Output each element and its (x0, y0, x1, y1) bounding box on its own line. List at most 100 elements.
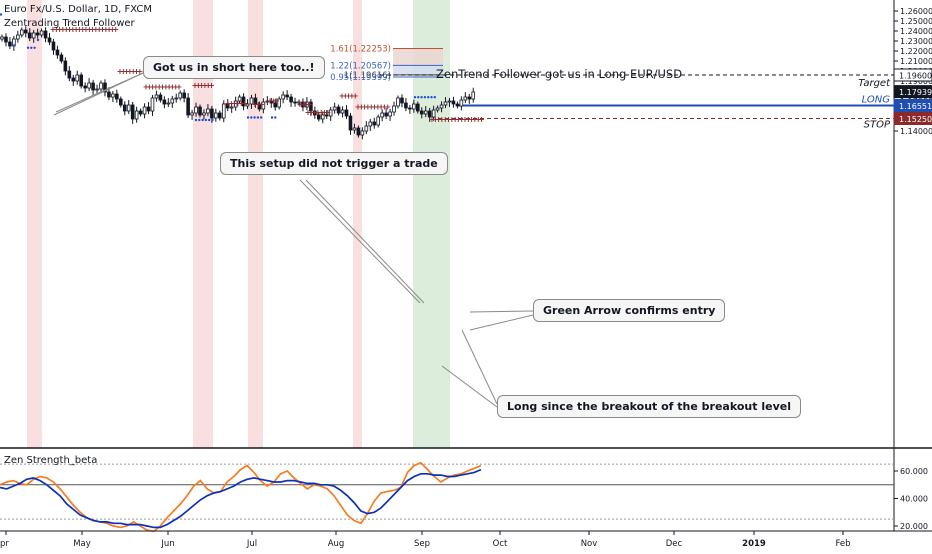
short-marker: + (235, 99, 242, 108)
candle-body (372, 121, 377, 126)
candle-body (182, 92, 186, 99)
short-marker: + (176, 83, 183, 92)
callout-pointer (53, 72, 144, 116)
candle-body (138, 110, 143, 115)
long-marker (246, 116, 250, 119)
short-marker: + (324, 108, 331, 117)
price-tick-label: 1.14000 (900, 127, 932, 136)
candle-body (99, 82, 103, 90)
price-flag-label: 1.19600 (899, 72, 932, 81)
callout-pointer (305, 179, 425, 304)
short-marker: + (153, 83, 160, 92)
short-marker: + (53, 25, 60, 34)
candle-body (91, 82, 95, 91)
short-marker: + (69, 25, 76, 34)
short-marker: + (303, 100, 310, 109)
time-tick-label: Feb (835, 539, 850, 549)
short-marker: + (195, 81, 202, 90)
short-marker: + (79, 25, 86, 34)
time-tick-label: Jun (160, 539, 174, 549)
price-tick-label: 1.25000 (900, 17, 932, 26)
candle-body (67, 70, 72, 79)
short-marker: + (86, 25, 93, 34)
short-marker: + (429, 115, 436, 124)
candle-body (107, 91, 111, 98)
short-marker: + (228, 99, 235, 108)
target-label: Target (858, 78, 891, 89)
short-marker: + (50, 25, 57, 34)
candle-body (122, 104, 127, 112)
candle-body (467, 96, 472, 100)
time-tick-label: May (73, 539, 91, 549)
short-marker: + (439, 115, 446, 124)
time-tick-label: Jul (246, 539, 257, 549)
candle-body (59, 54, 64, 62)
strength-tick-label: 40.000 (900, 495, 928, 504)
short-marker: + (452, 115, 459, 124)
long-marker (423, 96, 427, 99)
candle-body (412, 103, 416, 110)
short-marker: + (371, 103, 378, 112)
short-marker: + (106, 25, 113, 34)
long-marker (26, 46, 30, 49)
candle-body (396, 97, 400, 107)
candle-body (269, 100, 274, 104)
candle-body (166, 102, 171, 105)
candle-body (293, 101, 297, 104)
time-tick-label: Oct (493, 539, 508, 549)
candle-body (55, 49, 60, 56)
short-marker: + (89, 25, 96, 34)
candle-body (63, 60, 68, 72)
short-marker: + (378, 103, 385, 112)
short-marker: + (76, 25, 83, 34)
callout-pointer (461, 329, 498, 405)
long-marker (12, 44, 16, 47)
candle-body (23, 29, 28, 34)
price-tick-label: 1.24000 (900, 27, 932, 36)
candle-body (79, 74, 84, 87)
candle-body (8, 41, 12, 47)
long-marker (270, 116, 274, 119)
short-marker: + (368, 103, 375, 112)
fib-zone-lower (393, 65, 443, 75)
short-marker: + (208, 81, 215, 90)
symbol-title: Euro Fx/U.S. Dollar, 1D, FXCM (4, 4, 152, 15)
candle-body (19, 29, 24, 36)
short-marker: + (478, 115, 485, 124)
price-tick-label: 1.23000 (900, 37, 932, 46)
strength-tick-label: 60.000 (900, 467, 928, 476)
candle-body (257, 103, 262, 110)
short-marker: + (321, 108, 328, 117)
candle-body (253, 97, 258, 105)
candle-body (186, 97, 190, 116)
candle-body (158, 94, 163, 101)
candle-body (384, 112, 388, 117)
short-marker: + (225, 99, 232, 108)
candle-body (451, 100, 456, 105)
candle-body (126, 104, 131, 112)
short-marker: + (102, 25, 109, 34)
short-marker: + (238, 99, 245, 108)
price-flag-label: 1.15250 (899, 115, 932, 124)
stop-label: STOP (864, 120, 891, 131)
fib-level-label: 1(1.19616) (344, 71, 391, 81)
short-marker: + (123, 67, 130, 76)
candle-body (27, 32, 32, 39)
candle-body (87, 82, 91, 89)
short-marker: + (156, 83, 163, 92)
time-tick-label: Nov (581, 539, 598, 549)
long-marker (256, 116, 260, 119)
short-marker: + (381, 103, 388, 112)
candle-body (51, 41, 56, 51)
candle-body (320, 114, 325, 120)
short-marker: + (358, 103, 365, 112)
candle-body (249, 97, 254, 105)
candle-body (348, 115, 353, 131)
long-marker (420, 96, 423, 99)
strength-tick-label: 20.000 (900, 522, 928, 531)
candle-body (463, 96, 468, 101)
short-marker: + (159, 83, 166, 92)
price-flag-label: 1.17939 (899, 88, 932, 97)
candle-body (134, 110, 139, 120)
